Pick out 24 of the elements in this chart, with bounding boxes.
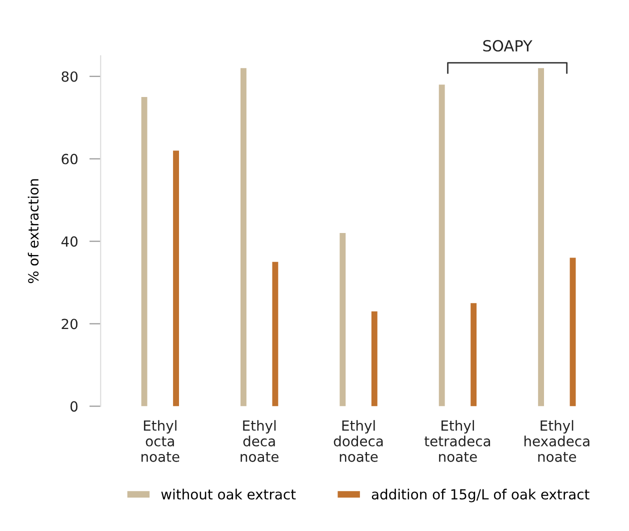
x-tick-label: Ethyl deca noate <box>240 420 279 462</box>
y-tick-label: 20 <box>62 318 78 330</box>
x-tick-label: Ethyl octa noate <box>142 420 180 462</box>
legend-label: without oak extract <box>161 488 296 500</box>
bar <box>340 233 346 406</box>
y-tick-label: 60 <box>62 154 78 164</box>
bar <box>371 311 378 406</box>
x-tick-label: Ethyl dodeca noate <box>334 420 383 462</box>
bar <box>470 303 477 406</box>
bar <box>570 258 576 406</box>
text: SOAPY <box>483 40 532 52</box>
bar <box>240 68 246 406</box>
bar <box>438 84 445 406</box>
y-tick-label: 0 <box>70 401 78 412</box>
bar <box>272 262 278 406</box>
y-tick-label: 80 <box>62 71 78 82</box>
y-tick-label: 40 <box>61 236 78 247</box>
bar <box>141 96 148 406</box>
legend-label: addition of 15g/L of oak extract <box>372 488 590 502</box>
x-tick-label: Ethyl hexadeca noate <box>524 420 590 462</box>
bar <box>538 68 544 406</box>
x-tick-label: Ethyl tetradeca noate <box>424 420 490 462</box>
y-axis-title: % of extraction <box>28 179 39 284</box>
bar <box>173 150 179 406</box>
